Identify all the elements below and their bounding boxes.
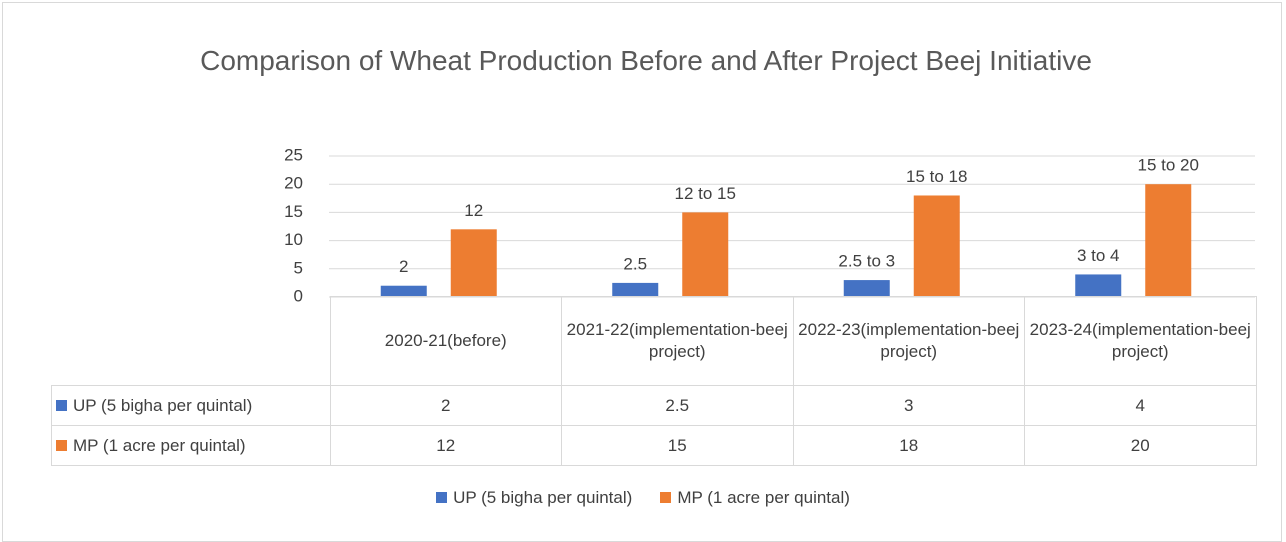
row-label: UP (5 bigha per quintal) — [73, 395, 253, 415]
legend: UP (5 bigha per quintal) MP (1 acre per q… — [3, 488, 1281, 508]
bar — [450, 229, 497, 297]
table-value: 3 — [792, 385, 1025, 426]
data-table: 2020-21(before) 2021-22(implementation-be… — [51, 296, 1257, 466]
table-corner — [51, 296, 331, 386]
legend-key — [56, 399, 67, 411]
y-tick-label: 20 — [284, 174, 303, 193]
table-value: 20 — [1024, 425, 1257, 466]
row-label: MP (1 acre per quintal) — [73, 435, 246, 455]
y-tick-label: 5 — [294, 258, 303, 277]
y-tick-label: 15 — [284, 202, 303, 221]
chart-title: Comparison of Wheat Production Before an… — [200, 45, 1092, 76]
legend-item: UP (5 bigha per quintal) — [436, 488, 632, 507]
table-row: MP (1 acre per quintal) 12 15 18 20 — [51, 425, 1257, 466]
data-label: 12 to 15 — [675, 184, 736, 203]
bar — [1075, 274, 1122, 297]
legend-key — [660, 492, 672, 503]
y-tick-label: 0 — [294, 286, 303, 305]
bar — [843, 280, 890, 297]
category-label: 2021-22(implementation-beej project) — [561, 296, 794, 386]
data-label: 15 to 20 — [1138, 156, 1199, 175]
table-value: 4 — [1024, 385, 1257, 426]
bar — [682, 212, 729, 297]
table-header-row: 2020-21(before) 2021-22(implementation-be… — [51, 296, 1257, 386]
legend-key — [436, 492, 448, 503]
legend-item: MP (1 acre per quintal) — [660, 488, 850, 507]
category-label: 2023-24(implementation-beej project) — [1024, 296, 1257, 386]
table-value: 12 — [329, 425, 562, 466]
category-label: 2022-23(implementation-beej project) — [792, 296, 1025, 386]
data-label: 15 to 18 — [906, 167, 967, 186]
y-tick-label: 25 — [284, 145, 303, 164]
row-header: MP (1 acre per quintal) — [51, 425, 331, 466]
data-label: 3 to 4 — [1077, 246, 1120, 265]
table-value: 15 — [561, 425, 794, 466]
bar — [380, 285, 427, 297]
data-label: 2 — [399, 257, 408, 276]
bar — [913, 195, 960, 297]
data-label: 2.5 — [623, 254, 647, 273]
table-row: UP (5 bigha per quintal) 2 2.5 3 4 — [51, 385, 1257, 426]
category-label: 2020-21(before) — [329, 296, 562, 386]
table-value: 2.5 — [561, 385, 794, 426]
legend-key — [56, 439, 67, 451]
table-value: 18 — [792, 425, 1025, 466]
plot: 0 5 10 15 20 25 2 2.5 2.5 to 3 3 to 4 12 12 to 15 15… — [284, 145, 1255, 305]
data-label: 2.5 to 3 — [838, 252, 895, 271]
bar — [1145, 184, 1192, 297]
legend-label: UP (5 bigha per quintal) — [453, 488, 633, 507]
legend-label: MP (1 acre per quintal) — [677, 488, 850, 507]
data-label: 12 — [464, 201, 483, 220]
row-header: UP (5 bigha per quintal) — [51, 385, 331, 426]
bar — [612, 282, 659, 297]
table-value: 2 — [329, 385, 562, 426]
y-tick-label: 10 — [284, 230, 303, 249]
